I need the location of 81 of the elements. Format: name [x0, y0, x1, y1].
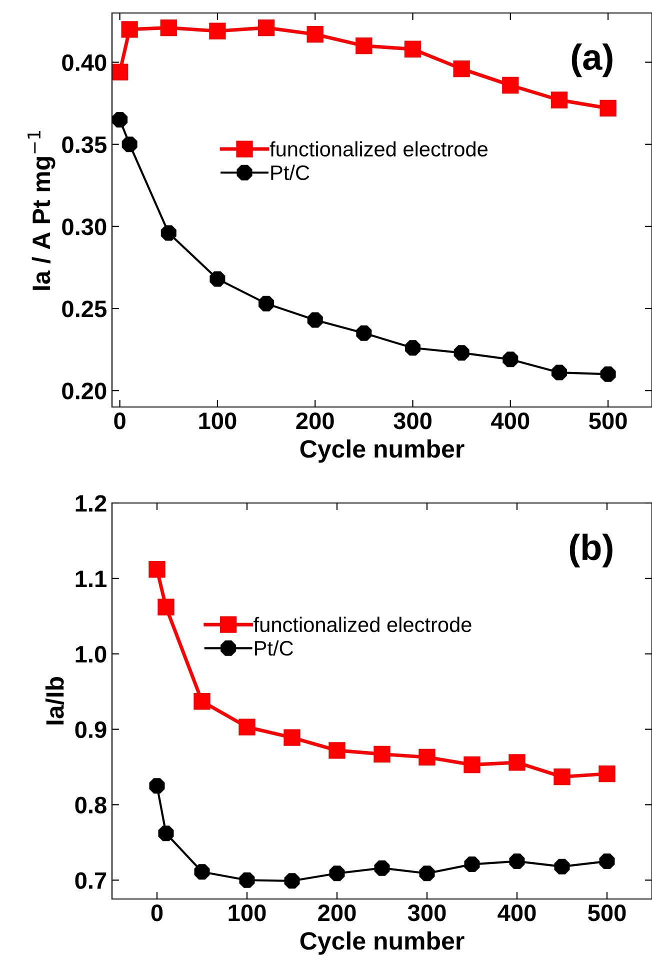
- point: [453, 60, 470, 78]
- y-axis-title: Ia / A Pt mg$^{−1}$: [28, 130, 56, 290]
- x-tick-label: 100: [228, 904, 266, 922]
- legend-label: functionalized electrode: [254, 616, 472, 632]
- y-tick-label: 1.0: [76, 646, 106, 663]
- x-tick-label: 400: [498, 904, 536, 922]
- x-tick-label: 100: [199, 412, 236, 430]
- point: [508, 754, 526, 771]
- point: [464, 756, 480, 774]
- point: [238, 718, 256, 736]
- x-tick-label: 200: [318, 904, 356, 922]
- point: [210, 271, 226, 287]
- point: [599, 854, 615, 870]
- legend-label: Pt/C: [271, 164, 310, 180]
- y-tick-label: 1.1: [76, 570, 106, 587]
- annotation: (a): [572, 43, 612, 78]
- point: [418, 748, 436, 766]
- y-tick-label: 0.8: [75, 796, 106, 814]
- point: [239, 872, 255, 888]
- point: [554, 858, 570, 874]
- point: [550, 92, 568, 108]
- y-tick-label: 0.25: [62, 300, 106, 318]
- y-tick-label: 1.2: [76, 495, 106, 512]
- y-tick-label: 0.35: [62, 136, 106, 154]
- y-tick-label: 0.30: [62, 218, 106, 236]
- point: [306, 26, 324, 43]
- y-tick-label: 0.20: [62, 382, 106, 400]
- point: [148, 561, 166, 578]
- x-tick-label: 500: [588, 904, 626, 922]
- y-tick-label: 0.40: [62, 54, 106, 72]
- x-axis-title: Cycle number: [300, 931, 464, 955]
- x-tick-label: 500: [589, 412, 627, 430]
- x-tick-label: 400: [491, 412, 530, 430]
- point: [464, 856, 480, 872]
- point: [502, 76, 519, 94]
- point: [374, 746, 390, 763]
- x-tick-label: 300: [408, 904, 446, 922]
- point: [160, 225, 176, 241]
- point: [554, 768, 570, 786]
- point: [121, 21, 138, 38]
- point: [284, 873, 300, 889]
- annotation: (b): [570, 534, 612, 568]
- point: [509, 854, 525, 870]
- x-tick-label: 0: [151, 904, 163, 922]
- point: [502, 352, 518, 368]
- point: [598, 765, 616, 782]
- point: [600, 366, 616, 382]
- point: [329, 866, 345, 882]
- y-tick-label: 0.7: [75, 872, 106, 889]
- y-tick-label: 0.9: [75, 721, 106, 738]
- point: [258, 19, 275, 36]
- point: [404, 40, 422, 58]
- x-tick-label: 300: [394, 412, 432, 430]
- y-axis-title: Ia/Ib: [45, 677, 64, 724]
- point: [258, 296, 274, 312]
- point: [374, 860, 390, 876]
- point: [307, 312, 323, 328]
- point: [405, 340, 421, 356]
- x-axis-title: Cycle number: [300, 439, 464, 463]
- point: [160, 19, 177, 36]
- point: [454, 345, 470, 361]
- point: [551, 364, 567, 380]
- x-tick-label: 200: [296, 412, 334, 430]
- legend-label: functionalized electrode: [270, 141, 488, 157]
- point: [209, 22, 226, 40]
- point: [158, 598, 174, 616]
- point: [149, 778, 165, 794]
- point: [194, 693, 210, 710]
- point: [194, 864, 210, 880]
- point: [356, 38, 372, 54]
- point: [112, 112, 128, 128]
- point: [112, 64, 128, 80]
- point: [419, 866, 435, 882]
- x-tick-label: 0: [114, 412, 126, 430]
- point: [328, 742, 346, 759]
- point: [284, 729, 300, 746]
- point: [600, 100, 616, 117]
- point: [122, 136, 138, 152]
- point: [158, 826, 174, 842]
- point: [356, 325, 372, 341]
- legend-label: Pt/C: [255, 640, 294, 656]
